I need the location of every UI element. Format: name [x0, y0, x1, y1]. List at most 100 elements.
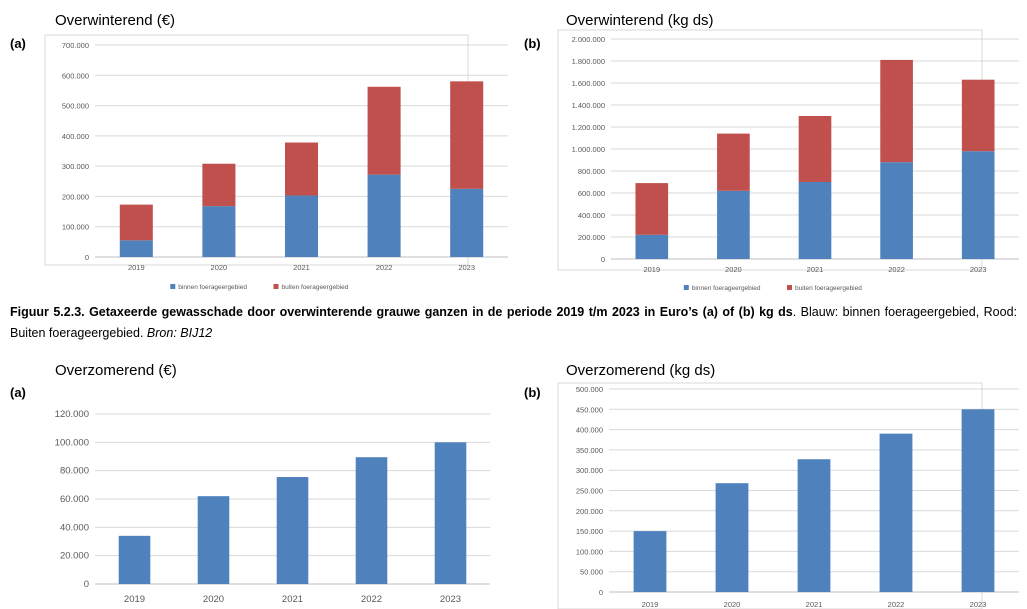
y-tick-label: 200.000 [576, 507, 603, 516]
x-tick-label: 2023 [970, 600, 987, 609]
y-tick-label: 1.600.000 [572, 79, 605, 88]
chart-title: Overzomerend (€) [55, 362, 177, 379]
bar-binnen-2020 [717, 190, 750, 259]
bar-value-2020 [715, 483, 749, 592]
x-tick-label: 2021 [293, 263, 310, 272]
x-tick-label: 2023 [970, 265, 987, 274]
y-tick-label: 500.000 [576, 385, 603, 394]
x-tick-label: 2019 [643, 265, 660, 274]
bar-binnen-2019 [635, 234, 669, 259]
x-tick-label: 2022 [376, 263, 393, 272]
y-tick-label: 300.000 [62, 162, 89, 171]
legend-swatch [683, 285, 689, 290]
y-tick-label: 500.000 [62, 102, 89, 111]
x-tick-label: 2021 [806, 600, 823, 609]
legend-label: buiten foerageergebied [795, 285, 862, 292]
chart-frame [44, 34, 469, 266]
bar-binnen-2019 [119, 240, 153, 257]
legend-swatch [273, 284, 279, 289]
bar-binnen-2023 [450, 188, 484, 257]
bar-chart-summer-kg: 0 50.000 100.000 150.000 200.000 250.000 300.0… [557, 382, 1019, 609]
bar-buiten-2019 [119, 204, 153, 241]
bar-value-2021 [276, 477, 309, 584]
bar-buiten-2021 [284, 142, 319, 196]
y-tick-label: 40.000 [60, 522, 89, 533]
x-tick-label: 2020 [211, 263, 228, 272]
x-tick-label: 2022 [888, 265, 905, 274]
chart-title: Overwinterend (€) [55, 12, 176, 29]
x-tick-label: 2020 [203, 594, 224, 605]
panel-label: (b) [524, 385, 541, 400]
chart-frame [557, 382, 983, 609]
y-tick-label: 1.200.000 [572, 123, 605, 132]
y-tick-label: 250.000 [576, 487, 603, 496]
y-tick-label: 0 [84, 579, 89, 590]
panel-label: (a) [10, 36, 26, 51]
bar-buiten-2023 [450, 81, 484, 189]
stacked-bar-chart-winter-eur: 0 100.000 200.000 300.000 400.000 500.000 600.… [44, 34, 508, 291]
x-tick-label: 2020 [724, 600, 741, 609]
bar-binnen-2021 [798, 182, 832, 259]
bar-buiten-2019 [635, 183, 669, 235]
bar-buiten-2022 [367, 86, 401, 175]
chart-title: Overzomerend (kg ds) [566, 362, 716, 379]
y-tick-label: 700.000 [62, 41, 89, 50]
x-tick-label: 2019 [124, 594, 145, 605]
y-tick-label: 2.000.000 [572, 35, 605, 44]
legend-label: buiten foerageergebied [282, 284, 349, 291]
figure-caption: Figuur 5.2.3. Getaxeerde gewasschade doo… [10, 302, 1017, 344]
caption-figure-title: Figuur 5.2.3. Getaxeerde gewasschade doo… [10, 305, 793, 319]
bar-buiten-2021 [798, 116, 832, 182]
x-tick-label: 2019 [642, 600, 659, 609]
y-tick-label: 200.000 [578, 233, 605, 242]
y-tick-label: 0 [85, 253, 89, 262]
y-tick-label: 400.000 [578, 211, 605, 220]
y-tick-label: 0 [601, 255, 605, 264]
y-tick-label: 1.000.000 [572, 145, 605, 154]
y-tick-label: 20.000 [60, 551, 89, 562]
bar-chart-summer-eur: 0 20.000 40.000 60.000 80.000 100.000 120.000 2… [55, 409, 490, 605]
bar-buiten-2023 [961, 79, 995, 152]
bar-value-2022 [879, 433, 913, 592]
y-tick-label: 150.000 [576, 527, 603, 536]
caption-source: Bron: BIJ12 [146, 326, 213, 340]
bar-binnen-2021 [284, 195, 319, 257]
chart-title: Overwinterend (kg ds) [566, 12, 714, 29]
bar-value-2023 [961, 409, 995, 592]
y-tick-label: 100.000 [62, 223, 89, 232]
y-tick-label: 300.000 [576, 466, 603, 475]
bar-value-2020 [197, 496, 230, 584]
panel-label: (b) [524, 36, 541, 51]
y-tick-label: 100.000 [55, 437, 89, 448]
x-tick-label: 2023 [440, 594, 461, 605]
bar-value-2022 [355, 457, 388, 584]
bar-buiten-2020 [717, 133, 750, 191]
y-tick-label: 600.000 [62, 71, 89, 80]
bar-value-2019 [118, 535, 151, 584]
legend-label: binnen foerageergebied [178, 284, 247, 291]
x-tick-label: 2023 [458, 263, 475, 272]
stacked-bar-chart-winter-kg: 0 200.000 400.000 600.000 800.000 1.000.000 1.… [557, 29, 1019, 292]
y-tick-label: 100.000 [576, 547, 603, 556]
y-tick-label: 1.800.000 [572, 57, 605, 66]
y-tick-label: 350.000 [576, 446, 603, 455]
legend-label: binnen foerageergebied [692, 285, 761, 292]
x-tick-label: 2021 [282, 594, 303, 605]
bar-value-2021 [797, 459, 831, 592]
y-tick-label: 450.000 [576, 405, 603, 414]
x-tick-label: 2021 [807, 265, 824, 274]
y-tick-label: 800.000 [578, 167, 605, 176]
bar-buiten-2020 [202, 163, 236, 207]
y-tick-label: 600.000 [578, 189, 605, 198]
y-tick-label: 0 [599, 588, 603, 597]
bar-value-2023 [434, 442, 467, 584]
y-tick-label: 400.000 [576, 426, 603, 435]
x-tick-label: 2022 [888, 600, 905, 609]
x-tick-label: 2019 [128, 263, 145, 272]
bar-binnen-2022 [880, 162, 913, 259]
y-tick-label: 60.000 [60, 494, 89, 505]
bar-value-2019 [633, 531, 667, 592]
caption-text: . Blauw: binnen foerageergebied, Rood: B… [10, 305, 1018, 340]
legend-swatch [170, 284, 176, 289]
panel-label: (a) [10, 385, 26, 400]
